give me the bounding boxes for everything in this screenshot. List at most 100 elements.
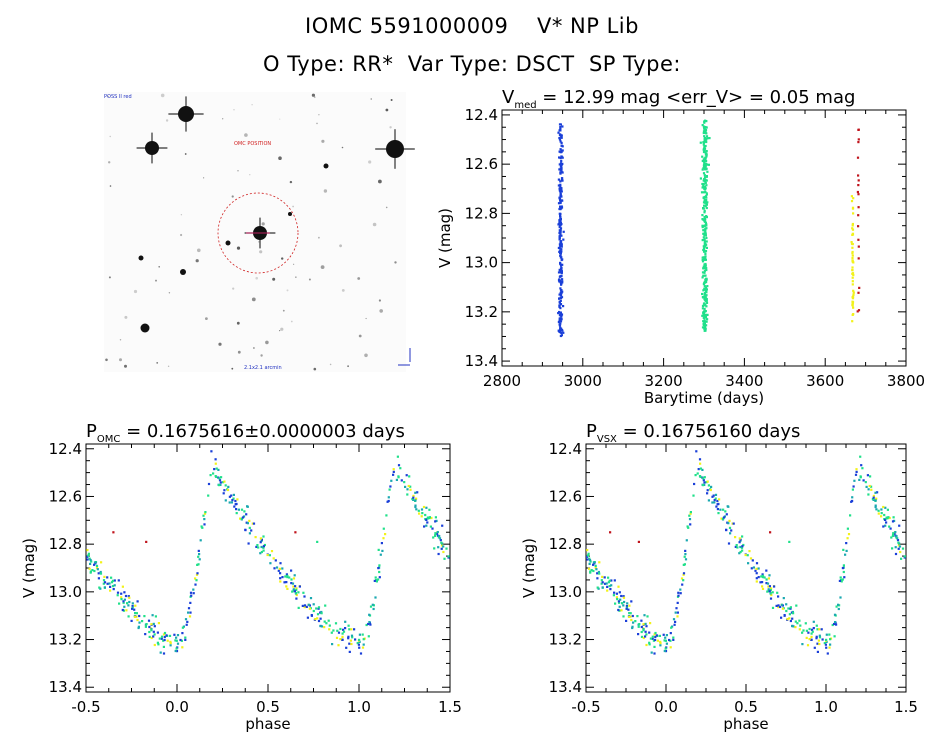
data-point bbox=[882, 525, 885, 528]
data-point bbox=[118, 602, 121, 605]
data-point bbox=[434, 516, 437, 519]
data-point bbox=[703, 240, 706, 243]
finder-faint-star bbox=[329, 363, 332, 366]
data-point bbox=[703, 280, 706, 283]
data-point bbox=[886, 508, 889, 511]
data-point bbox=[434, 532, 437, 535]
data-point bbox=[175, 647, 178, 650]
data-point bbox=[713, 499, 716, 502]
data-point bbox=[198, 558, 201, 561]
finder-faint-star bbox=[231, 195, 234, 198]
data-point bbox=[652, 639, 655, 642]
data-point bbox=[701, 468, 704, 471]
data-point bbox=[840, 580, 843, 583]
data-point bbox=[804, 622, 807, 625]
data-point bbox=[883, 513, 886, 517]
data-point bbox=[674, 611, 677, 614]
data-point bbox=[638, 623, 641, 626]
data-point bbox=[560, 289, 563, 292]
data-point bbox=[785, 609, 788, 613]
data-point bbox=[818, 634, 821, 637]
data-point bbox=[884, 506, 887, 509]
data-point bbox=[655, 634, 658, 637]
data-point bbox=[434, 534, 437, 537]
data-point bbox=[239, 517, 242, 520]
data-point bbox=[429, 525, 432, 528]
data-point bbox=[628, 612, 631, 615]
y-tick-label: 13.4 bbox=[49, 678, 82, 696]
data-point bbox=[317, 619, 321, 623]
data-point bbox=[442, 545, 445, 548]
data-point bbox=[560, 315, 563, 318]
finder-faint-star bbox=[316, 122, 318, 125]
phase-vsx-chart: PVSX = 0.16756160 days -0.5 0.0 0.5 1.0 1.5 1… bbox=[520, 421, 918, 733]
data-point bbox=[232, 497, 235, 500]
data-point bbox=[293, 574, 296, 577]
data-point bbox=[703, 302, 706, 305]
data-point bbox=[292, 577, 296, 580]
data-point bbox=[392, 470, 395, 473]
data-point bbox=[414, 491, 417, 494]
data-point bbox=[703, 307, 706, 310]
data-point bbox=[596, 577, 599, 580]
data-point bbox=[166, 639, 169, 642]
data-point bbox=[369, 623, 372, 626]
data-point bbox=[851, 257, 854, 260]
data-point bbox=[703, 291, 706, 295]
data-point bbox=[294, 591, 297, 595]
data-point bbox=[789, 619, 792, 623]
data-point bbox=[559, 183, 562, 186]
data-point bbox=[701, 326, 705, 329]
data-point bbox=[445, 547, 448, 550]
data-point bbox=[210, 450, 213, 453]
finder-bright-star bbox=[145, 141, 159, 155]
data-point bbox=[337, 644, 340, 647]
finder-faint-star bbox=[279, 330, 281, 332]
data-point bbox=[739, 539, 742, 542]
data-point bbox=[705, 320, 708, 323]
data-point bbox=[640, 635, 644, 638]
data-point bbox=[705, 290, 708, 294]
data-point bbox=[116, 591, 120, 594]
data-point bbox=[557, 320, 560, 324]
x-tick-label: 1.5 bbox=[894, 698, 918, 716]
plot-frame bbox=[85, 443, 451, 693]
y-tick-label: 12.4 bbox=[465, 106, 498, 124]
data-point bbox=[857, 206, 860, 209]
finder-faint-star bbox=[323, 189, 328, 193]
data-point bbox=[755, 580, 758, 583]
data-point bbox=[230, 501, 233, 504]
data-point bbox=[335, 636, 339, 639]
data-point bbox=[272, 557, 275, 560]
finder-faint-star bbox=[232, 287, 235, 290]
data-point bbox=[245, 521, 248, 524]
data-point bbox=[558, 268, 561, 271]
data-point bbox=[702, 477, 705, 480]
data-point bbox=[597, 570, 600, 574]
y-tick-label: 12.8 bbox=[549, 535, 582, 553]
data-point bbox=[741, 545, 744, 548]
data-point bbox=[323, 620, 326, 623]
data-point bbox=[160, 637, 163, 640]
data-point bbox=[699, 467, 702, 470]
data-point bbox=[559, 201, 562, 205]
data-point bbox=[892, 532, 895, 535]
data-point bbox=[704, 221, 707, 224]
data-point bbox=[377, 548, 380, 551]
data-point bbox=[357, 643, 360, 646]
data-point bbox=[866, 474, 869, 477]
data-point bbox=[839, 596, 842, 599]
finder-bright-star bbox=[178, 106, 194, 122]
data-point bbox=[825, 640, 828, 643]
data-point bbox=[837, 607, 840, 611]
data-point bbox=[627, 608, 630, 611]
data-point bbox=[113, 584, 116, 587]
data-point bbox=[559, 331, 562, 334]
data-point bbox=[437, 552, 440, 556]
data-point bbox=[263, 543, 266, 547]
finder-faint-star bbox=[168, 292, 171, 294]
data-point bbox=[165, 634, 168, 637]
data-point bbox=[770, 587, 773, 590]
data-point bbox=[560, 334, 563, 337]
data-point bbox=[701, 276, 704, 279]
